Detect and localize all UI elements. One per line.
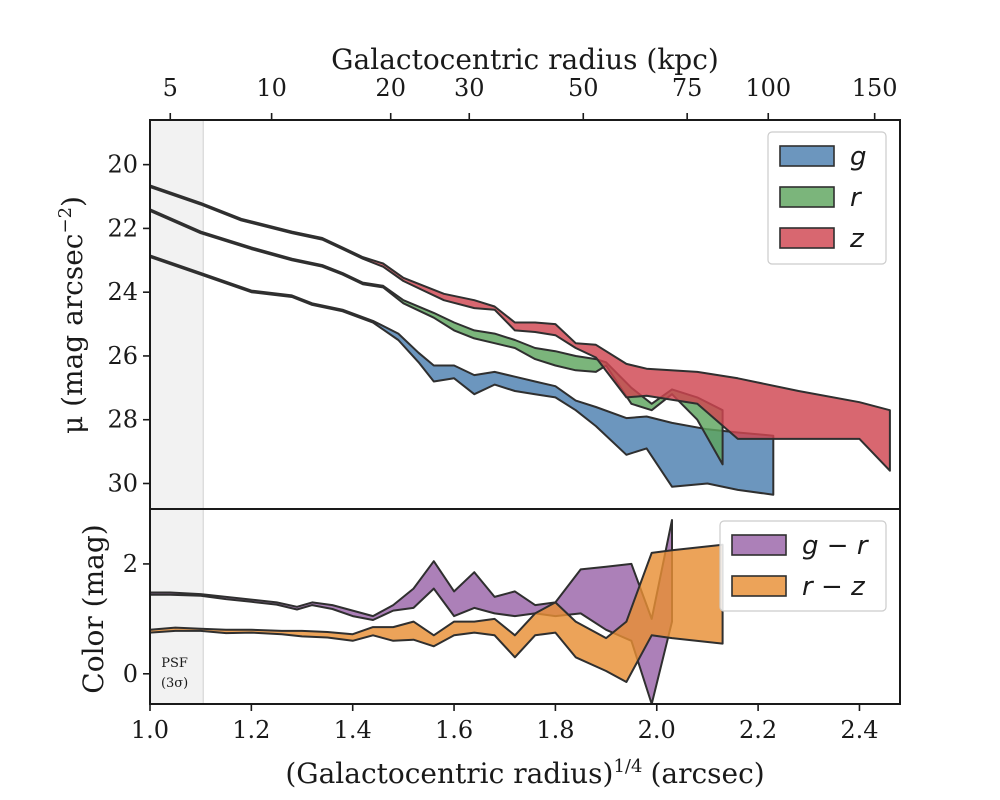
sb-legend-swatch-0 [779,145,835,167]
psf-label: PSF [161,656,188,671]
color-legend-swatch-0 [731,534,787,556]
color-legend-label-0: g − r [802,531,870,561]
sb-legend-label-1: r [850,183,863,213]
sb-band-0 [149,254,775,496]
top-x-tick-label: 5 [163,74,178,102]
x-tick-label: 2.0 [638,716,676,744]
top-y-axis-label: μ (mag arcsec−2) [55,196,89,434]
top-x-axis-label: Galactocentric radius (kpc) [331,43,719,76]
y-tick-label: 28 [107,406,138,434]
x-tick-label: 1.6 [435,716,473,744]
y-axis-label-main: μ (mag arcsec [56,234,89,434]
bottom-legend: g − r r − z [719,520,887,612]
bottom-panel-frame [149,508,901,705]
top-x-tick-label: 100 [745,74,791,102]
sb-legend-swatch-2 [779,227,835,249]
color-band-1 [149,543,724,683]
sb-band-2 [149,184,891,472]
y-axis-label-exponent: −2 [55,207,76,234]
x-tick-label: 1.2 [232,716,270,744]
psf-sigma-label: (3σ) [161,676,188,691]
color-legend-label-1: r − z [802,572,866,602]
y-axis-label-close: ) [56,196,89,207]
color-bands [149,519,724,705]
x-tick-label: 2.4 [840,716,878,744]
x-tick-label: 1.0 [131,716,169,744]
y-tick-label: 26 [107,342,138,370]
bottom-y-axis-label: Color (mag) [77,524,110,693]
x-tick-label: 2.2 [739,716,777,744]
y-tick-label: 24 [107,278,138,306]
sb-band-1 [149,208,724,466]
x-axis-label-unit: (arcsec) [650,757,764,790]
sb-legend-label-2: z [849,224,865,254]
top-x-tick-label: 10 [256,74,287,102]
x-axis-label: (Galactocentric radius)1/4 (arcsec) [285,756,764,790]
top-legend: grz [767,131,887,265]
sb-legend-label-0: g [850,142,867,172]
y-tick-label: 20 [107,151,138,179]
psf-shaded-region-top [149,119,204,510]
psf-shaded-region-bottom [149,508,204,705]
top-x-tick-label: 150 [852,74,898,102]
x-tick-label: 1.4 [334,716,372,744]
color-band-0 [149,519,673,705]
top-x-tick-label: 50 [568,74,599,102]
y-tick-label: 30 [107,469,138,497]
top-x-tick-label: 20 [375,74,406,102]
sb-legend-swatch-1 [779,186,835,208]
color-y-tick-label: 2 [123,550,138,578]
x-axis-label-main: (Galactocentric radius) [285,757,613,790]
bottom-panel-ticks: 0 2 1.0 1.2 1.4 1.6 1.8 2.0 2.2 2.4 [123,550,879,744]
color-legend-swatch-1 [731,575,787,597]
top-panel-ticks: 20 22 24 26 28 30 5 10 20 30 50 75 100 150 [107,74,897,497]
x-axis-label-exponent: 1/4 [613,756,642,777]
top-x-tick-label: 75 [672,74,703,102]
y-tick-label: 22 [107,214,138,242]
surface-brightness-bands [149,184,891,496]
x-tick-label: 1.8 [536,716,574,744]
top-x-tick-label: 30 [454,74,485,102]
color-y-tick-label: 0 [123,660,138,688]
